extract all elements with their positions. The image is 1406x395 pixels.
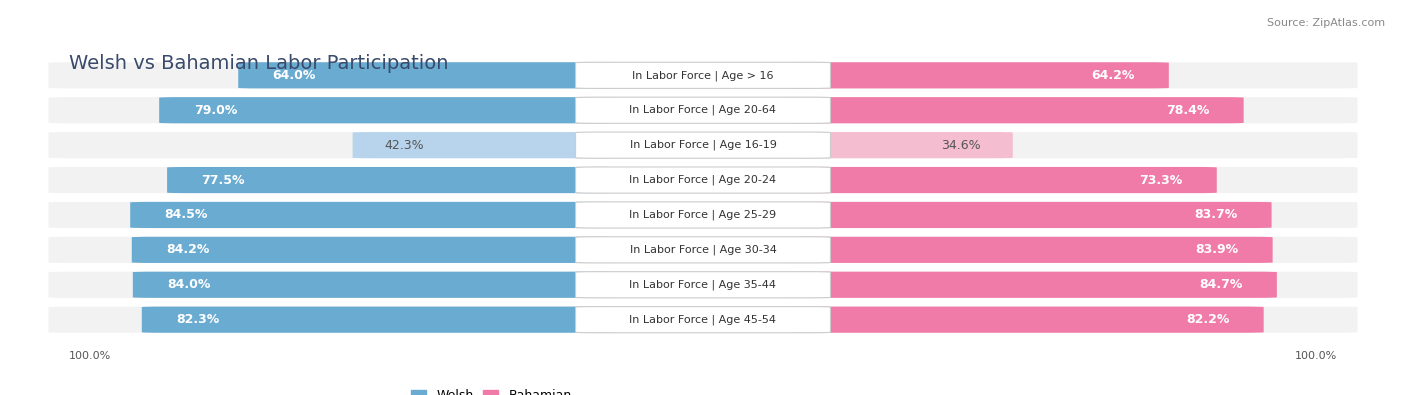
FancyBboxPatch shape: [48, 167, 1358, 193]
FancyBboxPatch shape: [48, 237, 1358, 263]
FancyBboxPatch shape: [159, 97, 617, 123]
FancyBboxPatch shape: [789, 167, 1216, 193]
Text: In Labor Force | Age > 16: In Labor Force | Age > 16: [633, 70, 773, 81]
FancyBboxPatch shape: [575, 132, 831, 158]
FancyBboxPatch shape: [142, 307, 617, 333]
FancyBboxPatch shape: [575, 202, 831, 228]
Text: In Labor Force | Age 35-44: In Labor Force | Age 35-44: [630, 280, 776, 290]
Text: 42.3%: 42.3%: [384, 139, 425, 152]
Text: 84.0%: 84.0%: [167, 278, 211, 291]
FancyBboxPatch shape: [575, 272, 831, 298]
Text: 79.0%: 79.0%: [194, 104, 238, 117]
Text: 73.3%: 73.3%: [1139, 173, 1182, 186]
Text: 78.4%: 78.4%: [1166, 104, 1209, 117]
FancyBboxPatch shape: [789, 132, 1012, 158]
FancyBboxPatch shape: [789, 202, 1271, 228]
Text: 82.3%: 82.3%: [176, 313, 219, 326]
FancyBboxPatch shape: [575, 167, 831, 193]
Text: 83.9%: 83.9%: [1195, 243, 1239, 256]
FancyBboxPatch shape: [48, 272, 1358, 298]
Text: 84.2%: 84.2%: [166, 243, 209, 256]
Text: 100.0%: 100.0%: [69, 351, 111, 361]
FancyBboxPatch shape: [48, 62, 1358, 88]
FancyBboxPatch shape: [48, 202, 1358, 228]
Text: 83.7%: 83.7%: [1194, 209, 1237, 222]
FancyBboxPatch shape: [48, 132, 1358, 158]
FancyBboxPatch shape: [48, 97, 1358, 123]
Text: In Labor Force | Age 45-54: In Labor Force | Age 45-54: [630, 314, 776, 325]
Text: In Labor Force | Age 30-34: In Labor Force | Age 30-34: [630, 245, 776, 255]
Text: 82.2%: 82.2%: [1185, 313, 1229, 326]
FancyBboxPatch shape: [575, 97, 831, 123]
FancyBboxPatch shape: [132, 237, 617, 263]
FancyBboxPatch shape: [789, 62, 1168, 88]
FancyBboxPatch shape: [789, 307, 1264, 333]
Text: In Labor Force | Age 16-19: In Labor Force | Age 16-19: [630, 140, 776, 150]
FancyBboxPatch shape: [353, 132, 617, 158]
Text: 77.5%: 77.5%: [201, 173, 245, 186]
FancyBboxPatch shape: [132, 272, 617, 298]
Text: 34.6%: 34.6%: [942, 139, 981, 152]
Text: 64.0%: 64.0%: [273, 69, 316, 82]
Text: 84.7%: 84.7%: [1199, 278, 1243, 291]
Text: Welsh vs Bahamian Labor Participation: Welsh vs Bahamian Labor Participation: [69, 54, 449, 73]
FancyBboxPatch shape: [131, 202, 617, 228]
FancyBboxPatch shape: [238, 62, 617, 88]
FancyBboxPatch shape: [789, 97, 1244, 123]
Legend: Welsh, Bahamian: Welsh, Bahamian: [406, 384, 576, 395]
Text: 64.2%: 64.2%: [1091, 69, 1135, 82]
FancyBboxPatch shape: [167, 167, 617, 193]
Text: In Labor Force | Age 25-29: In Labor Force | Age 25-29: [630, 210, 776, 220]
FancyBboxPatch shape: [789, 237, 1272, 263]
Text: In Labor Force | Age 20-24: In Labor Force | Age 20-24: [630, 175, 776, 185]
Text: In Labor Force | Age 20-64: In Labor Force | Age 20-64: [630, 105, 776, 115]
FancyBboxPatch shape: [575, 307, 831, 333]
FancyBboxPatch shape: [789, 272, 1277, 298]
FancyBboxPatch shape: [48, 307, 1358, 333]
Text: Source: ZipAtlas.com: Source: ZipAtlas.com: [1267, 18, 1385, 28]
Text: 100.0%: 100.0%: [1295, 351, 1337, 361]
Text: 84.5%: 84.5%: [165, 209, 208, 222]
FancyBboxPatch shape: [575, 237, 831, 263]
FancyBboxPatch shape: [575, 62, 831, 88]
